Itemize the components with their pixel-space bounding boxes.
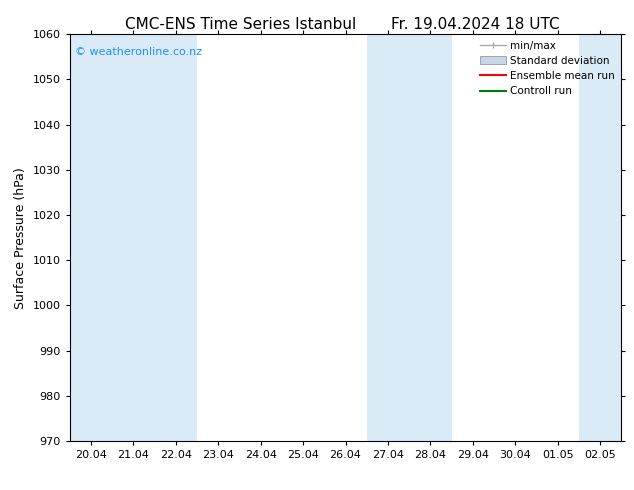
Y-axis label: Surface Pressure (hPa): Surface Pressure (hPa) <box>14 167 27 309</box>
Legend: min/max, Standard deviation, Ensemble mean run, Controll run: min/max, Standard deviation, Ensemble me… <box>476 36 619 100</box>
Bar <box>155 34 197 441</box>
Bar <box>366 34 451 441</box>
Text: CMC-ENS Time Series Istanbul: CMC-ENS Time Series Istanbul <box>126 17 356 32</box>
Text: Fr. 19.04.2024 18 UTC: Fr. 19.04.2024 18 UTC <box>391 17 560 32</box>
Bar <box>70 34 155 441</box>
Bar <box>579 34 634 441</box>
Text: © weatheronline.co.nz: © weatheronline.co.nz <box>75 47 202 56</box>
